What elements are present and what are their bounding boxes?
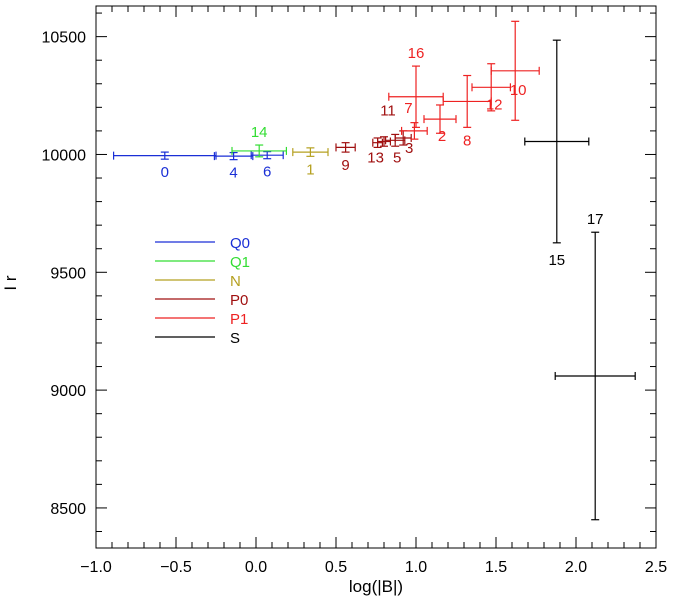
data-point: 9	[335, 142, 356, 174]
legend-label: N	[230, 273, 241, 290]
data-point: 7	[401, 100, 428, 140]
data-point: 15	[524, 39, 590, 269]
point-label: 12	[486, 96, 503, 113]
x-tick-label: 0.5	[325, 559, 347, 576]
data-point: 13	[367, 137, 384, 167]
point-label: 7	[404, 100, 412, 117]
data-point: 8	[442, 74, 492, 149]
data-point: 0	[112, 151, 217, 181]
point-label: 11	[380, 103, 396, 120]
legend-label: P1	[230, 311, 248, 328]
axis-ticks	[95, 6, 657, 548]
x-tick-label: 0.0	[245, 559, 267, 576]
data-point: 3	[394, 130, 413, 157]
point-label: 13	[367, 150, 384, 167]
point-label: 1	[306, 161, 314, 178]
data-point: 10	[490, 20, 540, 121]
legend-label: P0	[230, 292, 248, 309]
legend-label: S	[230, 330, 240, 347]
point-label: 17	[587, 211, 604, 228]
point-label: 0	[161, 164, 169, 181]
data-point: 6	[250, 151, 284, 181]
data-point: 14	[231, 124, 287, 158]
point-label: 5	[393, 149, 401, 166]
y-tick-label: 9500	[50, 265, 86, 282]
series-q0: 0 4 6	[112, 151, 284, 182]
point-label: 6	[263, 164, 271, 181]
x-tick-label: 1.5	[485, 559, 507, 576]
point-label: 2	[438, 128, 446, 145]
plot-frame	[95, 5, 657, 549]
data-point: 1	[292, 147, 329, 178]
x-tick-label: 1.0	[405, 559, 427, 576]
point-label: 16	[408, 45, 425, 62]
y-tick-label: 9000	[50, 383, 86, 400]
series-p0: 9 13 11 53	[335, 103, 413, 174]
point-label: 14	[251, 124, 268, 141]
y-axis-label: I r	[1, 275, 20, 290]
point-label: 10	[510, 82, 527, 99]
series-p1: 7 16 2 8 12 10	[388, 20, 540, 149]
point-label: 8	[463, 132, 471, 149]
data-point: 4	[213, 151, 254, 182]
axis-tick-labels: −1.0 −0.5 0.0 0.5 1.0 1.5 2.0 2.585009000950010…	[42, 30, 668, 576]
data-point: 11	[377, 103, 396, 147]
x-tick-label: −1.0	[80, 559, 112, 576]
y-tick-label: 10000	[42, 147, 87, 164]
point-label: 15	[548, 252, 565, 269]
x-tick-label: −0.5	[160, 559, 192, 576]
data-point: 17	[554, 211, 636, 521]
point-label: 9	[341, 157, 349, 174]
series-q1: 14	[231, 124, 287, 158]
y-tick-label: 8500	[50, 501, 86, 518]
y-tick-label: 10500	[42, 30, 87, 47]
legend-label: Q1	[230, 254, 250, 271]
x-tick-label: 2.5	[645, 559, 667, 576]
point-label: 3	[405, 140, 413, 157]
series-n: 1	[292, 147, 329, 178]
point-label: 4	[229, 165, 237, 182]
legend-label: Q0	[230, 235, 250, 252]
data-point: 2	[423, 104, 457, 145]
x-axis-label: log(|B|)	[349, 577, 403, 596]
x-tick-label: 2.0	[565, 559, 587, 576]
legend: Q0 Q1 N P0 P1 S	[155, 235, 250, 347]
data-point: 16	[388, 45, 444, 128]
